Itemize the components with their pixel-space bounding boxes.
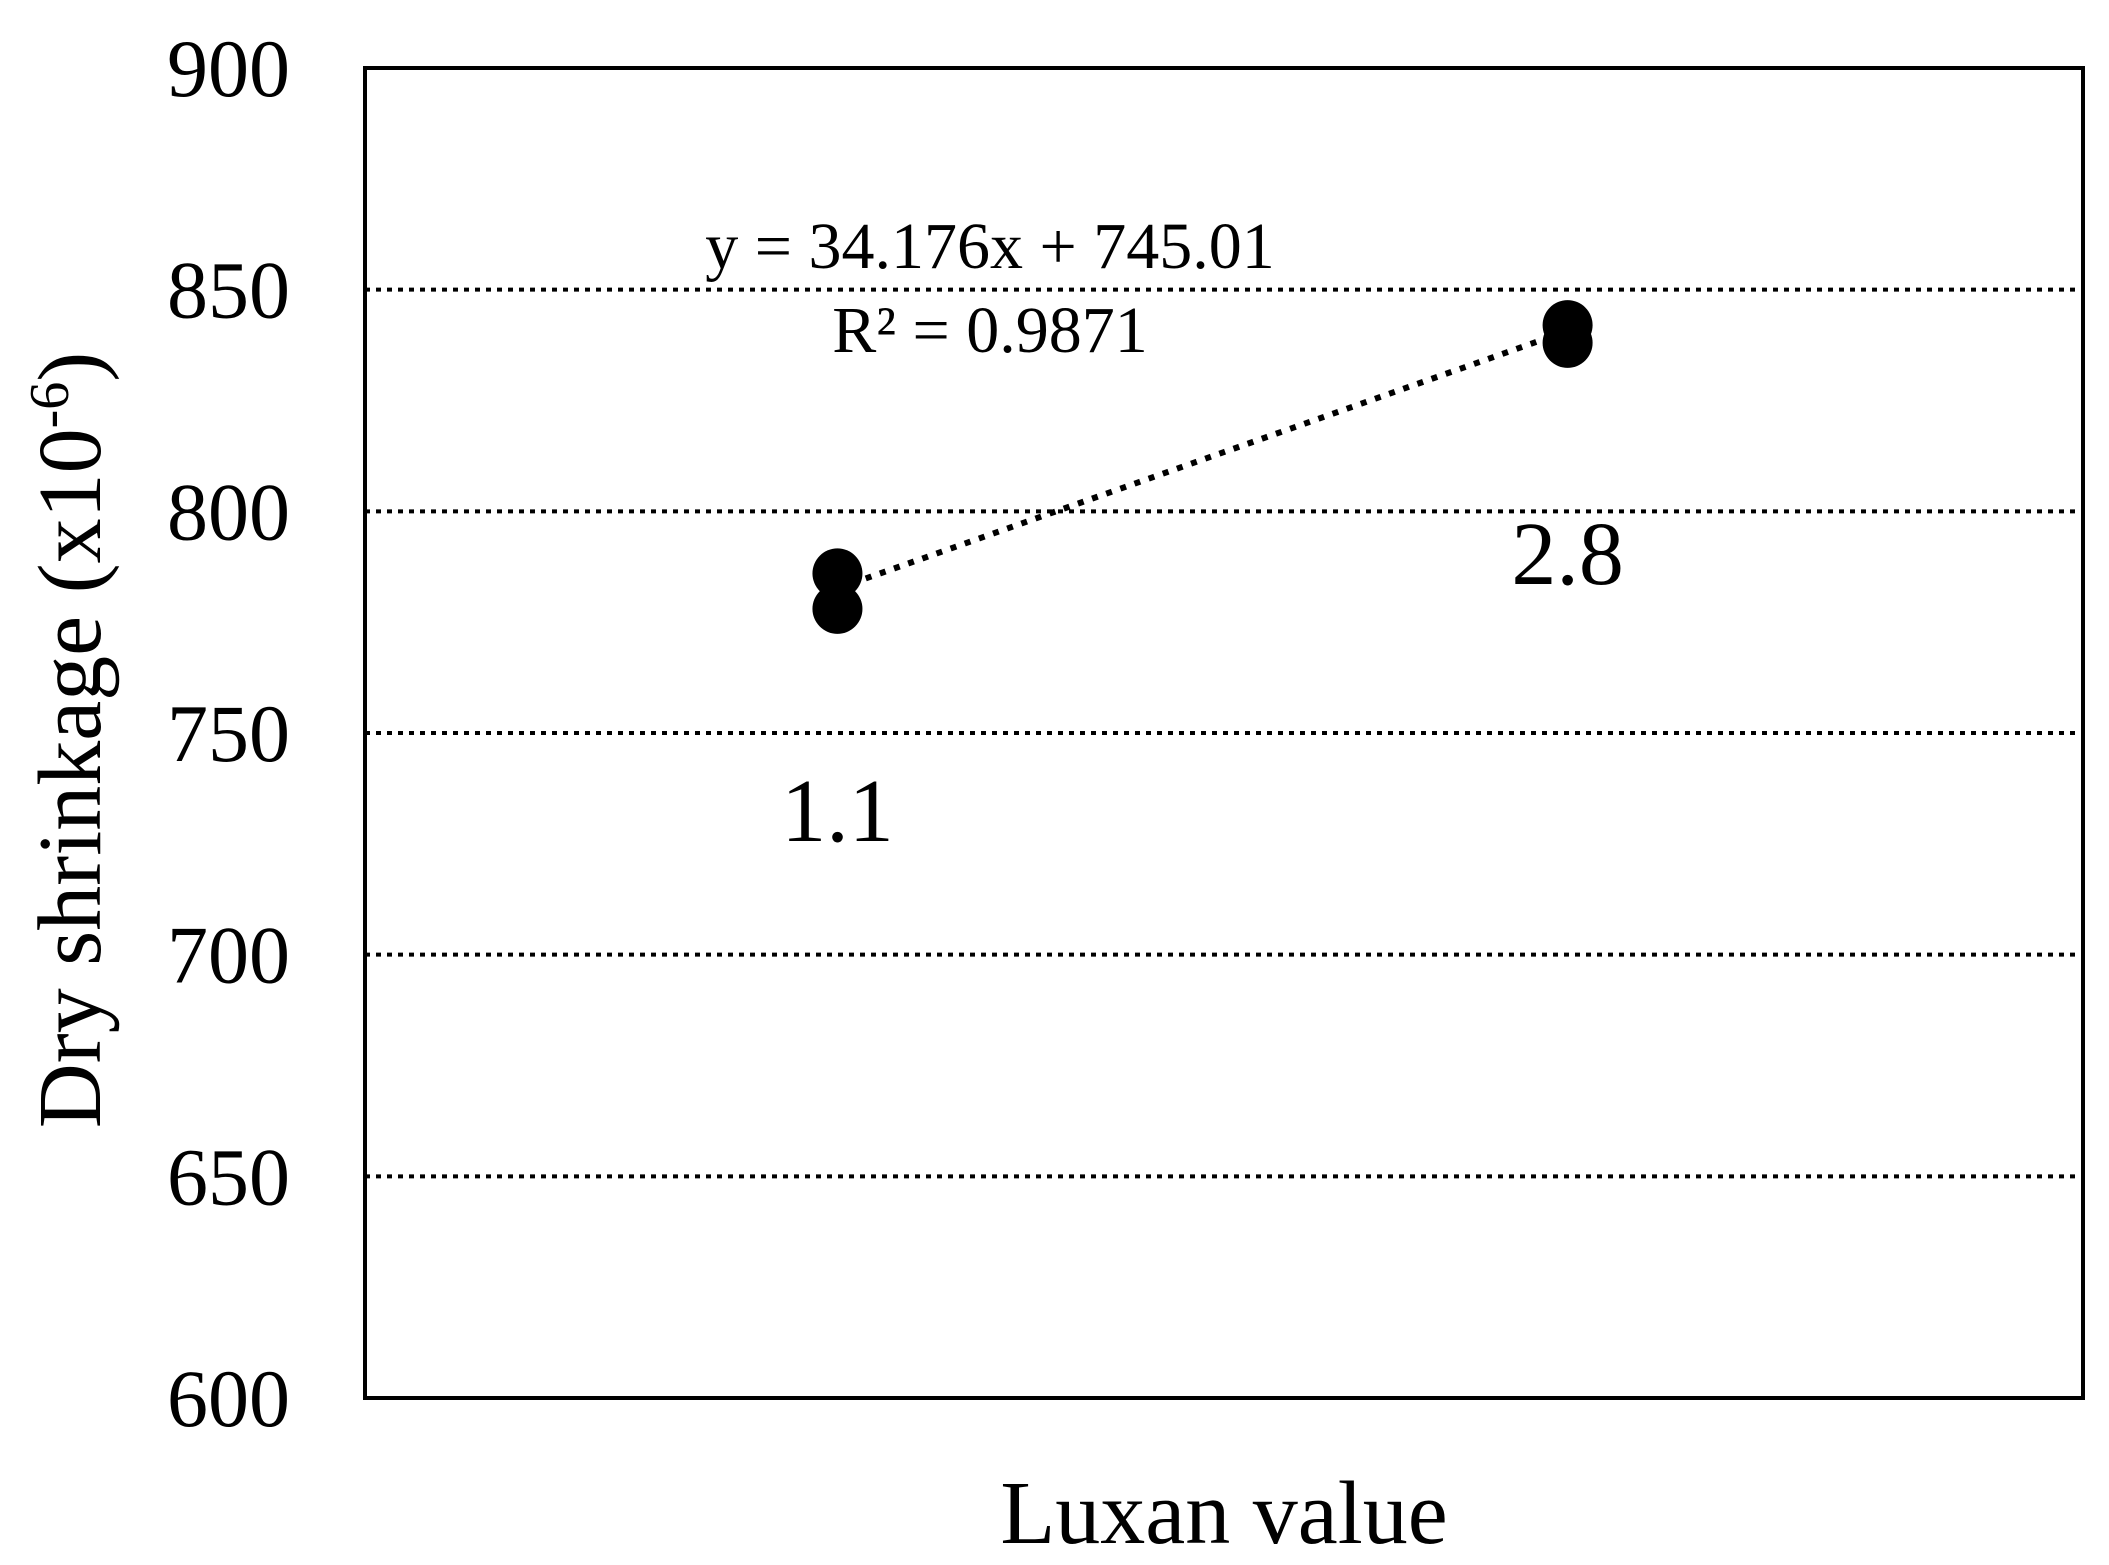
point-label: 2.8 — [1511, 505, 1624, 604]
y-tick-label: 800 — [167, 466, 290, 557]
y-tick-label: 650 — [167, 1131, 290, 1222]
y-tick-labels: 600 650 700 750 800 850 900 — [167, 23, 290, 1444]
trendline — [836, 328, 1569, 592]
data-point — [1542, 317, 1593, 368]
y-axis-title: Dry shrinkage (x10-6) — [19, 352, 120, 1128]
y-axis-title-main: Dry shrinkage (x10 — [21, 428, 120, 1128]
grid-lines — [365, 287, 2083, 1179]
plot-area-frame — [363, 66, 2085, 1400]
data-points — [812, 300, 1593, 634]
y-tick-label: 900 — [167, 23, 290, 114]
y-tick-label: 600 — [167, 1353, 290, 1444]
data-point — [812, 583, 863, 634]
point-label: 1.1 — [781, 762, 894, 861]
y-axis-title-close: ) — [21, 352, 120, 382]
x-axis-title: Luxan value — [1000, 1464, 1447, 1563]
trendline-r2: R² = 0.9871 — [832, 294, 1148, 367]
trendline-equation: y = 34.176x + 745.01 — [705, 210, 1274, 283]
point-labels: 1.1 2.8 — [781, 505, 1624, 861]
y-tick-label: 750 — [167, 688, 290, 779]
y-tick-label: 850 — [167, 245, 290, 336]
y-axis-title-exponent: -6 — [19, 382, 81, 429]
data-point — [812, 548, 863, 599]
y-tick-label: 700 — [167, 910, 290, 1001]
